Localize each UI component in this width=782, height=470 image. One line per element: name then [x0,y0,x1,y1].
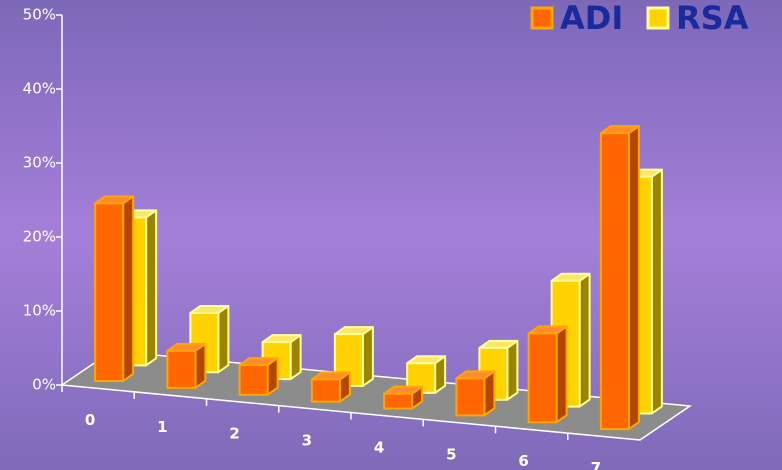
bar-side [627,125,640,431]
bar-front [310,378,341,403]
x-tick-label: 7 [591,459,601,470]
bar-front [238,364,269,396]
y-tick-label: 50% [23,6,56,24]
x-tick-label: 0 [85,411,95,429]
bar [238,357,279,396]
legend-label: ADI [560,0,623,37]
bar [383,385,424,410]
legend-label: RSA [676,0,749,37]
bar-front [599,132,630,431]
x-tick-label: 6 [518,452,528,470]
x-tick-label: 1 [157,418,167,436]
y-tick-label: 10% [23,302,56,320]
bar [94,195,135,382]
bar-side [217,304,230,374]
bar-side [506,339,519,401]
bar-side [122,195,135,382]
bar [527,325,568,424]
y-tick-label: 30% [23,154,56,172]
bar [455,370,496,417]
bar-side [361,326,374,387]
x-tick-label: 3 [302,432,312,450]
x-tick-label: 5 [446,445,456,463]
bar-front [383,392,414,410]
bar [166,342,207,389]
bar-side [555,325,568,424]
bar-front [455,377,486,417]
y-tick-label: 40% [23,80,56,98]
bar [599,125,640,431]
bar-front [166,349,197,389]
bar [310,371,351,403]
legend-swatch [646,6,670,30]
y-tick-label: 20% [23,228,56,246]
bar-side [145,209,158,367]
bar-front [527,332,558,424]
y-tick-label: 0% [32,376,56,394]
bar-side [578,272,591,408]
x-tick-label: 4 [374,438,384,456]
legend-swatch [530,6,554,30]
bar-side [650,168,663,415]
x-tick-label: 2 [229,425,239,443]
bar [333,326,374,387]
bar-front [94,202,125,382]
